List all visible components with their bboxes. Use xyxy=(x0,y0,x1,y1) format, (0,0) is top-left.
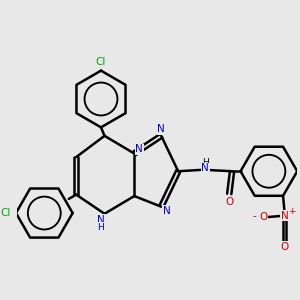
Text: Cl: Cl xyxy=(1,208,11,218)
Text: N: N xyxy=(135,144,143,154)
Text: N: N xyxy=(280,211,288,220)
Text: N: N xyxy=(97,215,105,225)
Text: N: N xyxy=(157,124,165,134)
Text: -: - xyxy=(253,211,256,221)
Text: Cl: Cl xyxy=(96,57,106,67)
Text: H: H xyxy=(202,158,208,167)
Text: N: N xyxy=(201,164,209,173)
Text: H: H xyxy=(98,223,104,232)
Text: O: O xyxy=(225,197,233,207)
Text: N: N xyxy=(163,206,171,216)
Text: +: + xyxy=(289,207,296,216)
Text: O: O xyxy=(259,212,267,222)
Text: O: O xyxy=(280,242,289,252)
